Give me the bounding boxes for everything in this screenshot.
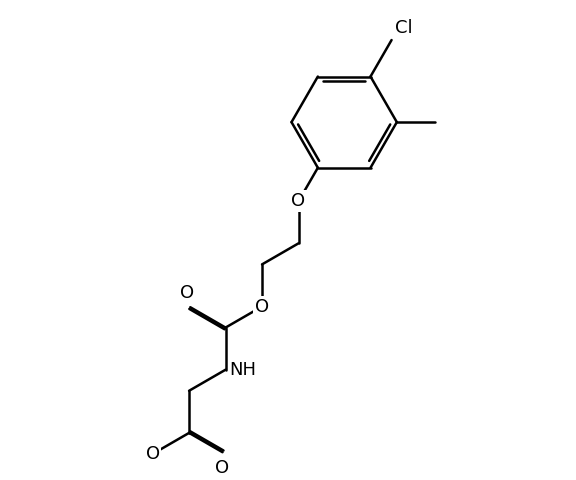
Text: O: O [215,459,230,477]
Text: O: O [146,445,160,463]
Text: NH: NH [229,360,256,379]
Text: O: O [291,192,306,210]
Text: Cl: Cl [395,19,412,36]
Text: O: O [255,298,269,315]
Text: O: O [180,284,194,301]
